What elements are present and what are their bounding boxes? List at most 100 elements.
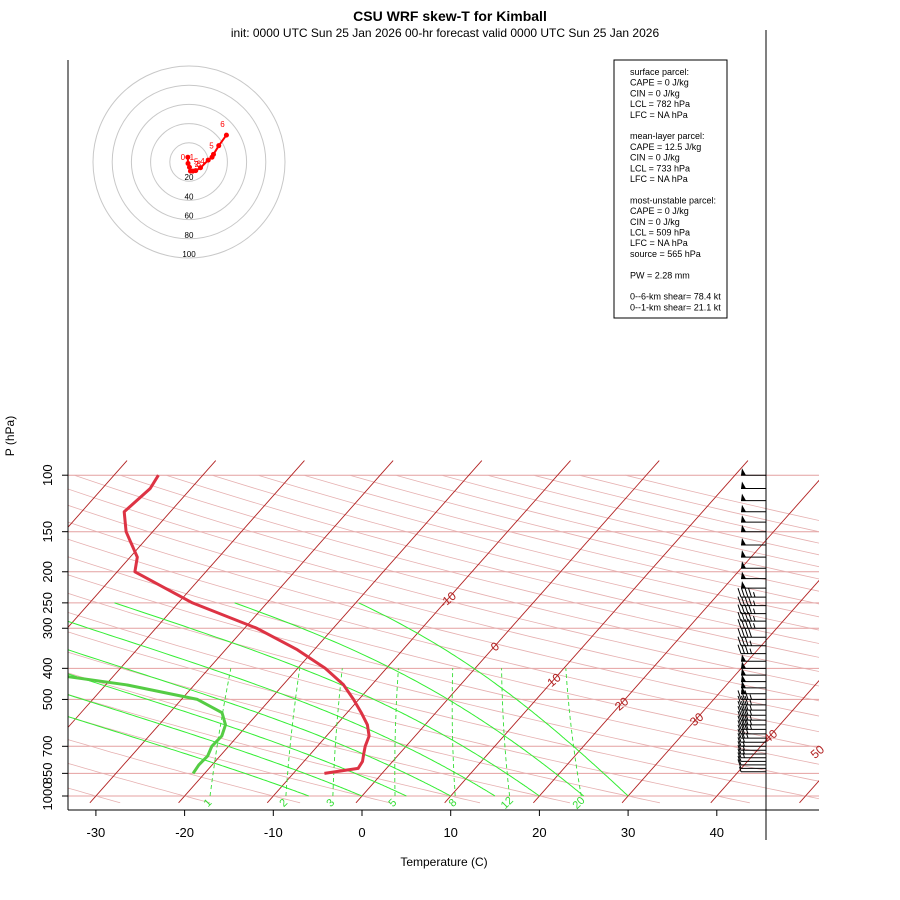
hodograph-point: [210, 151, 216, 157]
moist-adiabat: [68, 716, 309, 797]
wind-barb-full: [741, 715, 745, 725]
wind-barb-full: [737, 588, 742, 598]
y-tick-label: 700: [40, 735, 55, 757]
wind-barb-half: [753, 623, 756, 629]
moist-adiabat: [234, 602, 585, 797]
wind-barb-half: [749, 714, 752, 721]
hodograph-ring: [130, 103, 248, 221]
wind-barb: [741, 674, 766, 683]
hodograph-ring-label: 100: [182, 250, 196, 259]
wind-barb: [737, 733, 766, 743]
wind-barb: [737, 700, 766, 711]
legend-line: mean-layer parcel:: [630, 131, 705, 141]
wind-barb-full: [744, 588, 749, 598]
hodograph-ring-label: 40: [185, 192, 194, 201]
wind-barb-full: [737, 733, 742, 743]
y-tick-label: 150: [40, 521, 55, 543]
mixing-ratio-line: [394, 668, 399, 796]
wind-barb-layer: [737, 468, 766, 773]
wind-barb-full: [741, 720, 745, 730]
wind-barb-flag: [741, 571, 746, 579]
wind-barb-full: [737, 741, 742, 751]
wind-barb-flag: [741, 524, 746, 532]
wind-barb-flag: [741, 581, 746, 589]
mixing-ratio-label: 8: [447, 797, 460, 810]
wind-barb: [737, 755, 766, 766]
wind-barb: [737, 611, 766, 622]
dry-adiabat: [68, 592, 819, 782]
wind-barb-full: [737, 695, 742, 706]
dry-adiabat: [68, 504, 819, 702]
isotherm-line: [266, 460, 571, 804]
wind-barb: [737, 752, 766, 762]
grid-layer: [0, 460, 900, 804]
wind-barb-full: [737, 752, 742, 762]
hodograph-height-label: 4: [200, 157, 205, 166]
wind-barb: [737, 644, 766, 655]
hodograph-ring: [111, 84, 267, 240]
wind-barb-full: [741, 604, 745, 614]
legend-line: PW = 2.28 mm: [630, 270, 690, 280]
wind-barb-flag: [741, 680, 746, 688]
wind-barb-half: [753, 600, 756, 606]
temperature-profile: [122, 474, 371, 775]
wind-barb-full: [741, 628, 745, 638]
mixing-ratio-label: 3: [324, 797, 337, 810]
wind-barb-half: [749, 710, 752, 716]
mixing-ratio-line: [565, 668, 582, 797]
wind-barb: [741, 581, 766, 589]
wind-barb: [741, 654, 766, 662]
wind-barb-full: [748, 628, 752, 638]
dry-adiabat: [68, 716, 391, 804]
isotherm-label: 50: [808, 742, 827, 762]
mixing-ratio-label: 12: [499, 795, 516, 812]
wind-barb-full: [737, 644, 742, 654]
wind-barb: [741, 668, 766, 676]
wind-barb-full: [741, 644, 745, 654]
wind-barb-full: [741, 706, 745, 716]
wind-barb-flag: [741, 468, 746, 476]
wind-barb-flag: [741, 550, 746, 558]
dry-adiabat: [68, 762, 211, 804]
dry-adiabat: [487, 474, 819, 556]
x-tick-label: 10: [443, 825, 457, 840]
wind-barb-full: [737, 759, 742, 769]
wind-barb-full: [744, 710, 749, 721]
wind-barb-flag: [741, 668, 746, 676]
wind-barb-full: [737, 755, 742, 766]
moist-adiabat: [68, 673, 407, 797]
wind-barb-full: [741, 611, 745, 622]
wind-barb-full: [748, 619, 752, 629]
mixing-ratio-label: 1: [202, 797, 215, 810]
legend-line: LFC = NA hPa: [630, 174, 688, 184]
wind-barb-full: [737, 728, 742, 739]
wind-barb-full: [744, 596, 749, 606]
wind-barb: [741, 680, 766, 689]
isotherm-line: [0, 461, 38, 803]
chart-subtitle: init: 0000 UTC Sun 25 Jan 2026 00-hr for…: [231, 26, 660, 40]
wind-barb-full: [744, 690, 749, 700]
dry-adiabat: [68, 538, 819, 733]
wind-barb-flag: [741, 661, 746, 669]
wind-barb: [737, 695, 766, 706]
wind-barb-half: [749, 699, 752, 706]
moist-adiabat: [68, 620, 496, 797]
wind-barb-half: [749, 694, 752, 700]
dry-adiabat: [68, 521, 819, 717]
wind-barb: [737, 588, 766, 598]
legend-box: [613, 59, 728, 319]
legend-line: 0--1-km shear= 21.1 kt: [630, 302, 721, 312]
wind-barb-full: [744, 720, 749, 730]
wind-barb-full: [741, 636, 745, 646]
wind-barb-flag: [741, 674, 746, 682]
wind-barb-half: [749, 724, 752, 730]
wind-barb-flag: [741, 504, 746, 512]
isotherm-line: [888, 461, 900, 803]
x-tick-label: 0: [358, 825, 365, 840]
wind-barb: [737, 748, 766, 759]
x-tick-label: -10: [264, 825, 283, 840]
wind-barb-full: [744, 636, 749, 646]
